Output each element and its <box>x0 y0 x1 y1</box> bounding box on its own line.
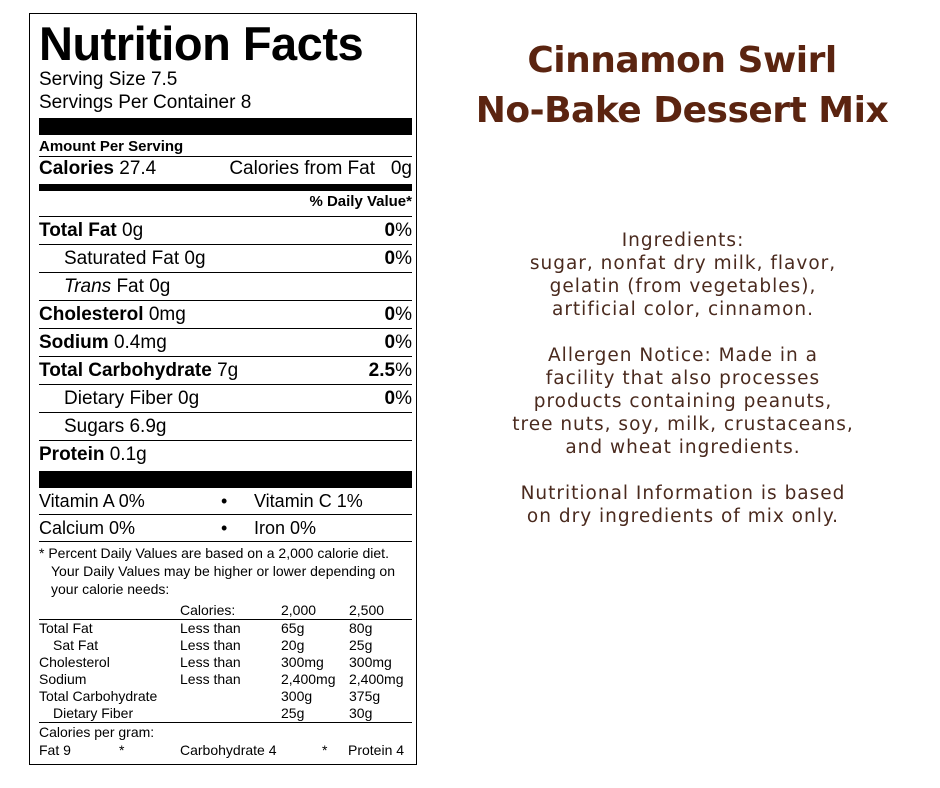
vitamin-row-2: Calcium 0% • Iron 0% <box>39 514 412 541</box>
nutrition-note: Nutritional Information is based on dry … <box>520 483 846 527</box>
bullet-icon: • <box>221 491 228 511</box>
nutrient-row-trans-fat: Trans Fat 0g <box>39 272 412 300</box>
table-row: Dietary Fiber 25g 30g <box>53 705 373 721</box>
nutrient-row-saturated-fat: Saturated Fat 0g 0% <box>39 244 412 272</box>
vitamin-row-1: Vitamin A 0% • Vitamin C 1% <box>39 488 412 514</box>
serving-size: Serving Size 7.5 <box>39 69 178 90</box>
calories-row: Calories 27.4 Calories from Fat 0g <box>39 157 412 181</box>
thick-divider <box>39 118 412 135</box>
allergen-notice: Allergen Notice: Made in a facility that… <box>512 345 854 458</box>
daily-value-footnote: * Percent Daily Values are based on a 2,… <box>39 541 412 598</box>
nutrient-row-total-fat: Total Fat 0g 0% <box>39 216 412 244</box>
amount-per-serving: Amount Per Serving <box>39 138 184 155</box>
nutrient-row-sugars: Sugars 6.9g <box>39 412 412 440</box>
product-title: Cinnamon Swirl No-Bake Dessert Mix <box>475 40 889 131</box>
table-row: Sat Fat Less than 20g 25g <box>53 637 373 653</box>
nutrient-row-sodium: Sodium 0.4mg 0% <box>39 328 412 356</box>
nutrient-row-protein: Protein 0.1g <box>39 440 412 468</box>
table-row: Total Carbohydrate 300g 375g <box>39 688 381 704</box>
calories-per-gram-row: Fat 9 * Carbohydrate 4 * Protein 4 <box>39 742 405 758</box>
calories-from-fat-label: Calories from Fat <box>229 158 376 179</box>
bullet-icon: • <box>221 518 228 538</box>
calories-per-gram-label: Calories per gram: <box>39 722 412 741</box>
thick-divider-2 <box>39 471 412 488</box>
table-row: Total Fat Less than 65g 80g <box>39 620 373 636</box>
calories-value: 27.4 <box>119 158 157 179</box>
calories-label: Calories <box>39 158 114 179</box>
table-row: Cholesterol Less than 300mg 300mg <box>39 654 392 670</box>
nutrient-row-cholesterol: Cholesterol 0mg 0% <box>39 300 412 328</box>
medium-divider <box>39 184 412 191</box>
daily-value-header: % Daily Value* <box>309 193 412 210</box>
product-info: Ingredients: sugar, nonfat dry milk, fla… <box>450 229 916 551</box>
nutrition-facts-label: Nutrition Facts Serving Size 7.5 Serving… <box>29 13 417 765</box>
nutrition-facts-title: Nutrition Facts <box>39 17 364 70</box>
table-row: Sodium Less than 2,400mg 2,400mg <box>39 671 404 687</box>
ingredients-section: Ingredients: sugar, nonfat dry milk, fla… <box>529 230 837 320</box>
daily-value-table: Calories: 2,000 2,500 Total Fat Less tha… <box>39 602 412 722</box>
calories-from-fat-value: 0g <box>390 158 412 179</box>
nutrient-row-total-carbohydrate: Total Carbohydrate 7g 2.5% <box>39 356 412 384</box>
nutrient-row-dietary-fiber: Dietary Fiber 0g 0% <box>39 384 412 412</box>
servings-per-container: Servings Per Container 8 <box>39 92 252 113</box>
